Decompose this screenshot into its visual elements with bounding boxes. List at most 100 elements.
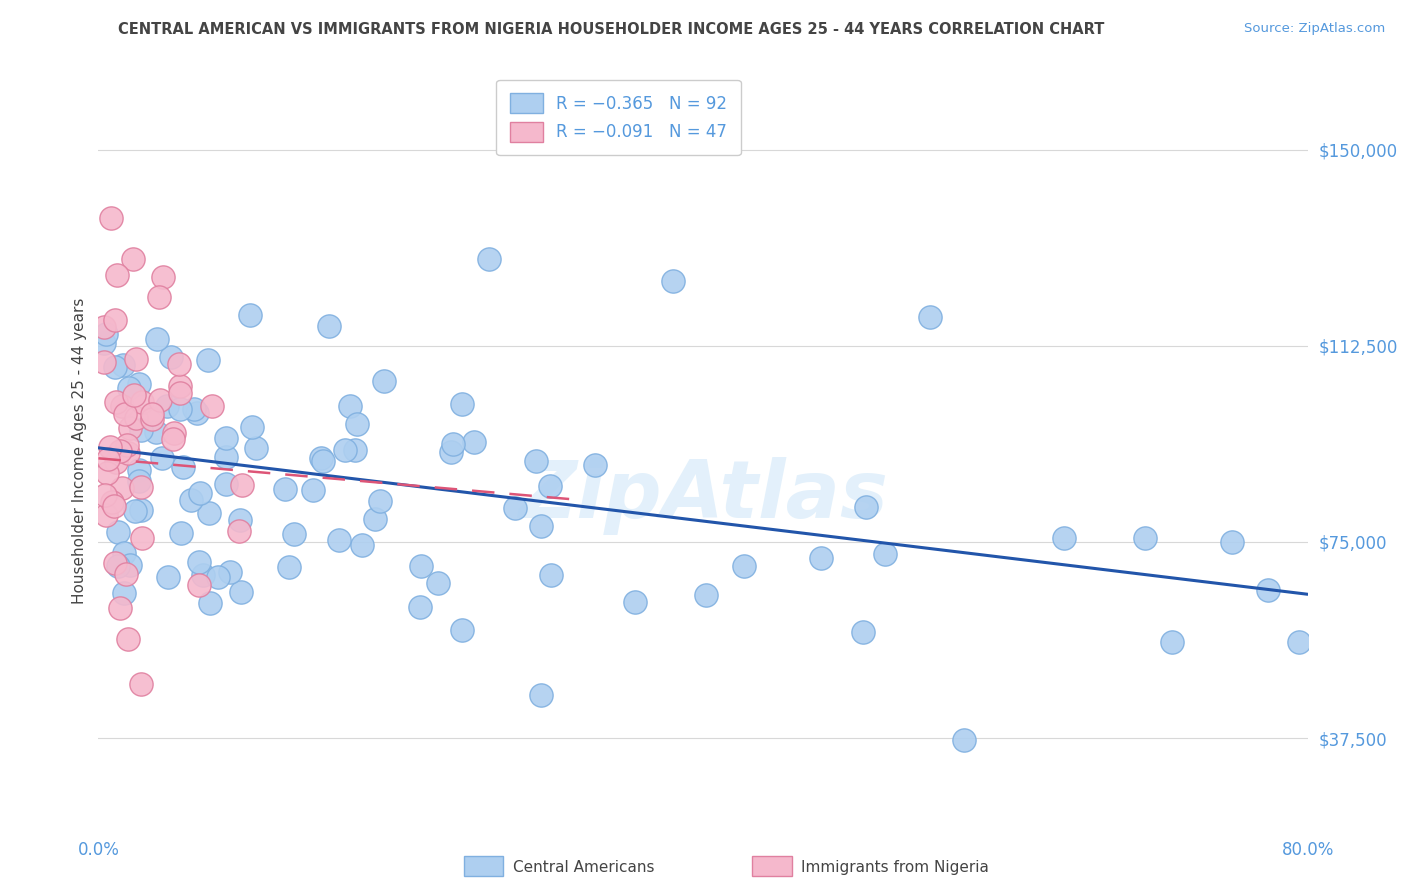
Point [170,525,193,540]
Point [207,570,229,584]
Point [167,357,190,371]
Point [186,406,208,420]
Point [239,308,262,322]
Point [215,450,238,465]
Point [108,444,131,458]
Point [855,500,877,514]
Point [104,395,127,409]
Point [1257,583,1279,598]
Point [538,479,561,493]
Point [274,483,297,497]
Point [104,312,127,326]
Point [129,503,152,517]
Point [131,395,153,409]
Point [97,452,120,467]
Point [115,567,138,582]
Point [111,400,134,414]
Point [101,495,124,509]
Point [301,483,323,498]
Point [100,211,122,225]
Point [411,559,433,574]
Point [218,566,240,580]
Point [427,576,450,591]
Point [111,358,134,372]
Point [129,480,152,494]
Point [117,446,139,460]
Point [441,437,464,451]
Text: ZipAtlas: ZipAtlas [517,457,889,535]
Point [197,506,219,520]
Point [540,568,562,582]
Point [94,488,117,502]
Point [695,588,717,602]
Point [94,326,117,341]
Point [172,460,194,475]
Point [146,332,169,346]
Point [530,688,553,702]
Point [96,466,118,480]
Text: Immigrants from Nigeria: Immigrants from Nigeria [801,860,990,874]
Point [111,481,134,495]
Point [128,377,150,392]
Text: CENTRAL AMERICAN VS IMMIGRANTS FROM NIGERIA HOUSEHOLDER INCOME AGES 25 - 44 YEAR: CENTRAL AMERICAN VS IMMIGRANTS FROM NIGE… [118,22,1105,37]
Point [112,546,135,560]
Point [197,352,219,367]
Point [530,518,553,533]
Point [105,268,128,283]
Point [478,252,501,267]
Point [810,551,832,566]
Point [364,512,387,526]
Point [141,412,163,426]
Point [309,451,332,466]
Point [163,425,186,440]
Point [108,601,131,615]
Point [141,407,163,421]
Point [125,351,148,366]
Point [150,450,173,465]
Point [1053,531,1076,545]
Point [503,501,526,516]
Point [93,319,115,334]
Point [346,417,368,432]
Point [451,397,474,411]
Point [231,477,253,491]
Point [623,595,645,609]
Point [128,474,150,488]
Point [103,500,125,514]
Point [852,624,875,639]
Point [339,399,361,413]
Point [104,455,127,469]
Point [125,410,148,425]
Point [131,676,153,690]
Point [1220,535,1243,549]
Point [149,393,172,408]
Point [283,526,305,541]
Point [228,513,250,527]
Point [118,381,141,395]
Point [98,441,121,455]
Point [148,290,170,304]
Point [343,443,366,458]
Point [114,407,136,421]
Point [526,453,548,467]
Point [733,559,755,574]
Point [661,273,683,287]
Point [328,533,350,548]
Point [451,623,474,637]
Point [152,269,174,284]
Point [115,438,138,452]
Point [409,600,432,615]
Point [93,335,115,350]
Point [201,399,224,413]
Legend: R = −0.365   N = 92, R = −0.091   N = 47: R = −0.365 N = 92, R = −0.091 N = 47 [496,79,741,155]
Point [169,385,191,400]
Point [187,555,209,569]
Point [240,420,263,434]
Point [311,454,333,468]
Point [122,388,145,402]
Point [373,374,395,388]
Point [463,435,485,450]
Point [169,402,191,417]
Point [156,399,179,413]
Point [1133,531,1156,545]
